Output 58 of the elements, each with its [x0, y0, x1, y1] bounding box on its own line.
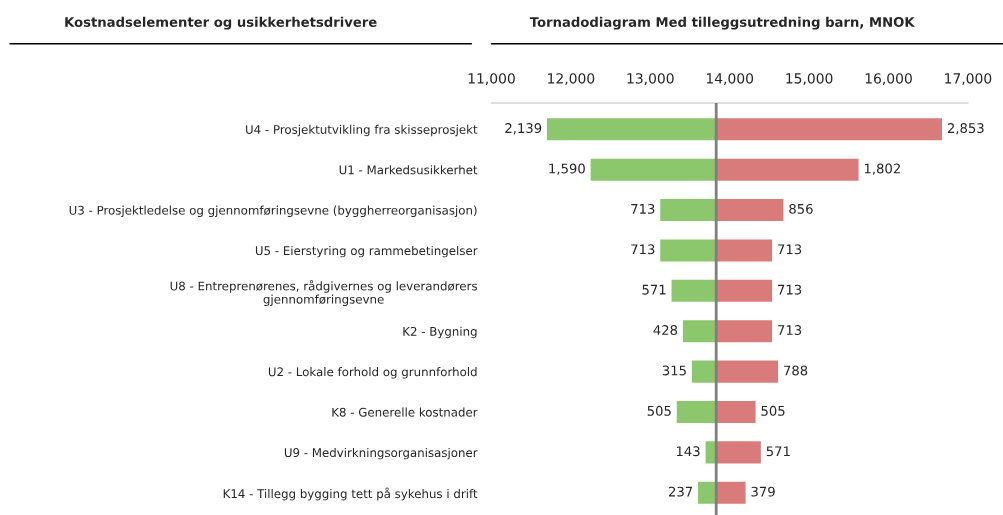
data-label: 2,139	[505, 123, 542, 135]
x-tick-label: 12,000	[548, 73, 595, 86]
x-tick-label: 16,000	[865, 73, 912, 86]
bar	[658, 197, 717, 223]
data-label: 428	[653, 325, 678, 336]
bar	[715, 197, 785, 223]
bar	[715, 399, 757, 425]
bar	[715, 238, 774, 263]
data-label: 1,802	[864, 163, 900, 175]
bar	[690, 359, 717, 385]
bar	[715, 439, 763, 465]
x-tick-label: 15,000	[786, 73, 833, 86]
data-label: 713	[631, 244, 655, 255]
bar	[670, 278, 717, 304]
bar	[681, 318, 717, 344]
bar	[696, 480, 717, 506]
data-label: 713	[778, 244, 802, 255]
data-label: 856	[789, 203, 813, 214]
bar	[589, 157, 717, 183]
bar	[675, 399, 717, 425]
data-label: 315	[662, 365, 686, 376]
data-label: 505	[647, 405, 671, 416]
y-tick-label: U9 - Medvirkningsorganisasjoner	[284, 447, 478, 460]
x-tick-label: 13,000	[627, 73, 674, 86]
bar	[658, 238, 717, 263]
data-label: 713	[778, 284, 802, 295]
y-tick-label: U4 - Prosjektutvikling fra skisseprosjekt	[246, 124, 478, 137]
y-tick-label: U3 - Prosjektledelse og gjennomføringsevne (byggherreorganisasjon)	[69, 205, 477, 217]
bar	[715, 116, 944, 142]
x-tick-label: 11,000	[468, 73, 515, 86]
data-label: 505	[761, 405, 785, 416]
data-label: 788	[784, 365, 808, 376]
data-label: 571	[766, 446, 790, 457]
y-tick-label: K14 - Tillegg bygging tett på sykehus i drift	[223, 487, 478, 501]
chart-title: Tornadodiagram Med tilleggsutredning barn, MNOK	[529, 16, 915, 30]
bar	[715, 278, 774, 304]
data-label: 379	[751, 486, 775, 497]
y-tick-label: K2 - Bygning	[403, 326, 477, 339]
y-tick-label: U5 - Eierstyring og rammebetingelser	[255, 245, 478, 258]
bar	[715, 318, 774, 344]
y-tick-label: U8 - Entreprenørenes, rådgivernes og leverandørers gjennomføringsevne	[170, 279, 477, 306]
data-label: 237	[668, 486, 693, 497]
data-label: 143	[676, 446, 700, 457]
data-label: 713	[778, 325, 802, 336]
x-tick-label: 17,000	[945, 73, 992, 86]
data-label: 571	[642, 284, 666, 295]
y-tick-label: K8 - Generelle kostnader	[332, 407, 478, 417]
data-label: 713	[631, 203, 655, 214]
x-tick-label: 14,000	[706, 73, 754, 86]
y-tick-label: U1 - Markedsusikkerhet	[339, 165, 478, 175]
bar	[715, 480, 747, 506]
data-label: 2,853	[947, 123, 984, 135]
bar	[715, 157, 860, 183]
bar	[545, 116, 717, 142]
y-axis-title: Kostnadselementer og usikkerhetsdrivere	[65, 16, 377, 30]
y-tick-label: U2 - Lokale forhold og grunnforhold	[268, 367, 477, 379]
data-label: 1,590	[549, 163, 585, 175]
bar	[715, 359, 780, 385]
